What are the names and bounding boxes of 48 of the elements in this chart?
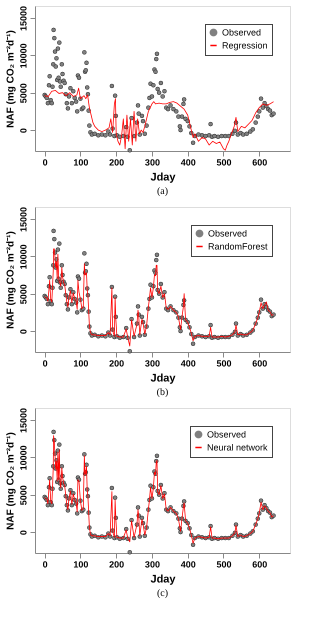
x-tick-label: 300 bbox=[144, 560, 160, 570]
x-tick-label: 200 bbox=[109, 560, 124, 570]
y-axis-title: NAF (mg CO₂ m⁻²d⁻¹) bbox=[6, 231, 16, 329]
legend-label: Regression bbox=[222, 40, 268, 50]
text: (c) bbox=[156, 588, 168, 599]
x-tick-label: 200 bbox=[109, 358, 124, 368]
y-tick-label: 5000 bbox=[18, 284, 28, 304]
y-axis-title: NAF (mg CO₂ m⁻²d⁻¹) bbox=[6, 30, 16, 128]
y-tick-label: 5000 bbox=[18, 83, 28, 104]
x-axis-title: Jday bbox=[150, 574, 176, 586]
x-tick-label: 300 bbox=[144, 358, 160, 368]
legend-label: Observed bbox=[222, 28, 262, 38]
legend-label: Observed bbox=[207, 430, 246, 440]
x-tick-label: 600 bbox=[252, 560, 268, 570]
x-tick-label: 600 bbox=[252, 158, 268, 168]
x-tick-label: 300 bbox=[144, 158, 160, 168]
y-tick-label: 10000 bbox=[18, 244, 28, 270]
y-tick-label: 15000 bbox=[18, 6, 28, 31]
y-tick-label: 0 bbox=[18, 329, 28, 334]
text: (a) bbox=[156, 186, 168, 197]
x-axis-title: Jday bbox=[150, 372, 176, 384]
x-tick-label: 0 bbox=[42, 560, 48, 570]
x-tick-label: 400 bbox=[180, 358, 196, 368]
x-tick-label: 400 bbox=[180, 158, 196, 168]
x-tick-label: 400 bbox=[180, 560, 196, 570]
legend-label: RandomForest bbox=[208, 242, 268, 252]
legend-label: Observed bbox=[208, 228, 248, 238]
x-tick-label: 500 bbox=[216, 158, 232, 168]
x-tick-label: 0 bbox=[42, 158, 48, 168]
x-tick-label: 100 bbox=[73, 158, 88, 168]
x-tick-label: 0 bbox=[42, 358, 48, 368]
x-tick-label: 500 bbox=[216, 358, 232, 368]
text: (b) bbox=[156, 387, 168, 398]
y-tick-label: 15000 bbox=[18, 206, 28, 232]
y-tick-label: 10000 bbox=[18, 445, 28, 470]
x-tick-label: 500 bbox=[216, 560, 232, 570]
x-tick-label: 200 bbox=[109, 158, 124, 168]
y-tick-label: 5000 bbox=[18, 485, 28, 506]
x-tick-label: 600 bbox=[252, 358, 268, 368]
x-axis-title: Jday bbox=[150, 172, 176, 184]
x-tick-label: 100 bbox=[73, 560, 88, 570]
y-tick-label: 10000 bbox=[18, 43, 28, 68]
x-tick-label: 100 bbox=[73, 358, 88, 368]
y-tick-label: 0 bbox=[18, 530, 28, 536]
y-tick-label: 0 bbox=[18, 128, 28, 134]
legend-label: Neural network bbox=[207, 442, 268, 452]
y-tick-label: 15000 bbox=[18, 408, 28, 433]
y-axis-title: NAF (mg CO₂ m⁻²d⁻¹) bbox=[6, 432, 16, 530]
